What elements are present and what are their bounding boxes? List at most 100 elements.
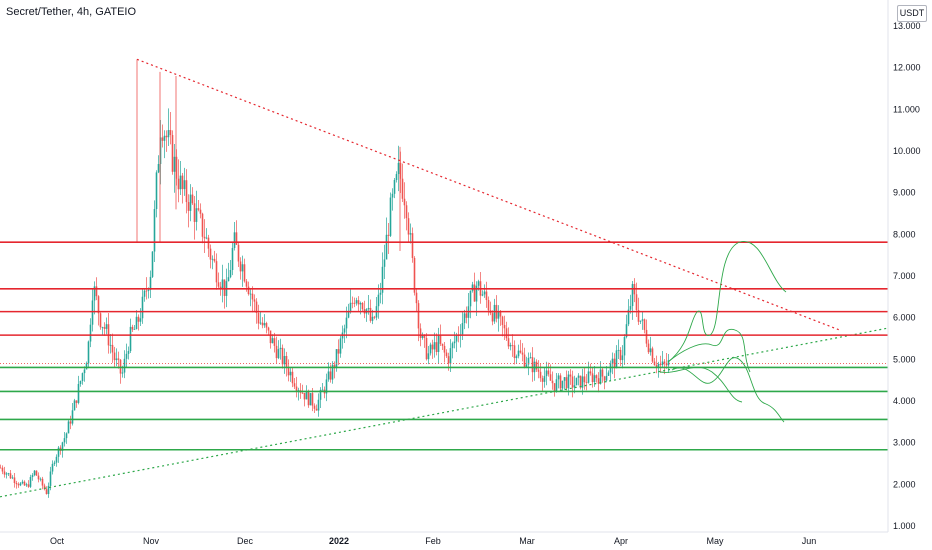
candle-body — [453, 341, 456, 344]
y-tick-label: 5.000 — [893, 354, 916, 364]
x-tick-label: Oct — [50, 536, 65, 546]
candle-body — [417, 303, 420, 329]
candle-body — [191, 194, 194, 204]
candle-body — [83, 369, 86, 374]
candle-body — [589, 371, 592, 374]
candle-body — [307, 391, 310, 406]
candle-body — [207, 237, 210, 249]
candle-body — [283, 355, 286, 365]
candle-body — [407, 218, 410, 235]
candle-body — [627, 309, 630, 325]
candle-body — [103, 327, 106, 329]
candle-body — [487, 300, 490, 311]
candle-body — [515, 356, 518, 359]
candle-body — [547, 370, 550, 375]
candle-body — [507, 338, 510, 347]
candle-body — [91, 300, 94, 325]
candle-body — [259, 322, 262, 324]
candle-body — [607, 372, 610, 376]
candle-body — [63, 438, 66, 443]
candle-body — [587, 371, 590, 383]
candle-body — [69, 421, 72, 424]
candle-body — [211, 258, 214, 260]
candle-body — [11, 477, 14, 479]
candle-body — [17, 484, 20, 486]
currency-selector[interactable]: USDT — [897, 5, 927, 22]
candle-body — [3, 471, 6, 475]
candle-body — [43, 485, 46, 490]
projection-drawings — [659, 241, 787, 423]
candle-body — [293, 383, 296, 387]
candle-body — [497, 311, 500, 319]
candle-body — [47, 485, 50, 495]
candle-body — [281, 347, 284, 365]
candle-body — [553, 383, 556, 391]
candle-body — [485, 291, 488, 301]
candle-body — [447, 356, 450, 364]
candle-body — [227, 277, 230, 282]
candle-body — [147, 289, 150, 291]
candle-body — [287, 367, 290, 376]
candle-body — [73, 400, 76, 411]
candle-body — [449, 348, 452, 364]
candle-body — [371, 316, 374, 321]
candle-body — [389, 197, 392, 236]
candle-body — [67, 421, 70, 434]
candle-body — [395, 174, 398, 180]
candle-body — [317, 399, 320, 411]
candle-body — [451, 343, 454, 349]
candle-body — [603, 376, 606, 381]
x-tick-label: Jun — [802, 536, 817, 546]
candle-body — [591, 373, 594, 383]
candle-body — [115, 358, 118, 361]
x-tick-label: Dec — [237, 536, 254, 546]
candle-body — [347, 311, 350, 318]
candle-body — [333, 364, 336, 369]
candle-body — [155, 172, 158, 209]
candle-body — [427, 353, 430, 360]
candle-body — [331, 364, 334, 380]
candle-body — [185, 180, 188, 203]
candle-body — [195, 208, 198, 222]
candle-body — [505, 328, 508, 339]
price-axis-panel — [888, 0, 932, 550]
candle-body — [621, 355, 624, 361]
candle-body — [205, 237, 208, 239]
candle-body — [275, 345, 278, 359]
candle-body — [613, 358, 616, 369]
y-tick-label: 3.000 — [893, 438, 916, 448]
candle-body — [617, 349, 620, 351]
candle-body — [273, 338, 276, 346]
candle-body — [531, 357, 534, 373]
y-tick-label: 8.000 — [893, 229, 916, 239]
candle-body — [23, 481, 26, 486]
candle-body — [311, 393, 314, 406]
candle-body — [29, 477, 32, 487]
candle-body — [441, 343, 444, 346]
candle-body — [219, 286, 222, 289]
candle-body — [461, 323, 464, 335]
candle-body — [339, 338, 342, 354]
y-tick-label: 10.000 — [893, 146, 921, 156]
candle-body — [593, 375, 596, 383]
candle-body — [77, 383, 80, 403]
candle-body — [573, 385, 576, 388]
candle-body — [87, 341, 90, 364]
candle-body — [367, 307, 370, 310]
candle-body — [243, 264, 246, 282]
candle-body — [625, 324, 628, 337]
horizontal-levels[interactable]: 7.8126.6926.1455.5814.8054.2303.5572.830… — [0, 235, 929, 457]
candle-body — [55, 456, 58, 463]
candle-body — [53, 462, 56, 464]
candle-body — [131, 326, 134, 330]
candle-body — [647, 343, 650, 353]
candle-body — [179, 175, 182, 190]
candle-body — [435, 342, 438, 353]
candle-body — [265, 323, 268, 328]
candle-body — [619, 349, 622, 361]
candle-body — [483, 291, 486, 295]
candle-body — [237, 244, 240, 262]
candle-body — [99, 313, 102, 328]
candle-body — [499, 311, 502, 317]
